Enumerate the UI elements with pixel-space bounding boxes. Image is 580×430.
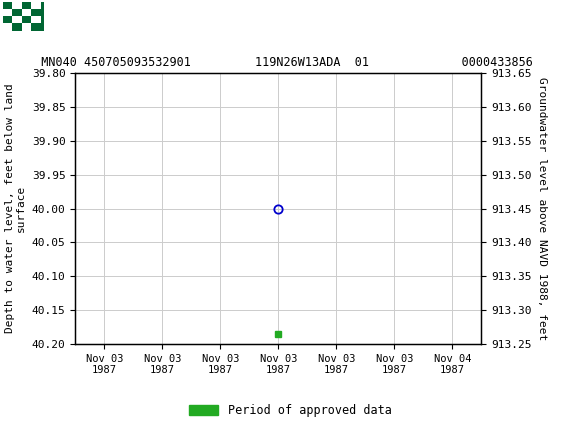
Bar — [22, 23, 31, 31]
Text: USGS: USGS — [46, 7, 97, 25]
Bar — [3, 23, 12, 31]
Text: MN040 450705093532901         119N26W13ADA  01             0000433856: MN040 450705093532901 119N26W13ADA 01 00… — [27, 56, 532, 69]
Bar — [12, 16, 22, 23]
Bar — [31, 2, 41, 9]
FancyBboxPatch shape — [3, 2, 43, 31]
Y-axis label: Groundwater level above NAVD 1988, feet: Groundwater level above NAVD 1988, feet — [537, 77, 547, 340]
Bar — [22, 16, 31, 23]
Bar — [3, 16, 12, 23]
Bar — [22, 2, 31, 9]
Legend: Period of approved data: Period of approved data — [184, 399, 396, 422]
Bar — [12, 2, 22, 9]
Bar — [31, 16, 41, 23]
Bar — [31, 23, 41, 31]
Bar — [12, 9, 22, 16]
Bar — [3, 2, 12, 9]
Bar — [31, 9, 41, 16]
Bar — [3, 9, 12, 16]
Bar — [12, 23, 22, 31]
Bar — [22, 9, 31, 16]
Y-axis label: Depth to water level, feet below land
surface: Depth to water level, feet below land su… — [5, 84, 26, 333]
